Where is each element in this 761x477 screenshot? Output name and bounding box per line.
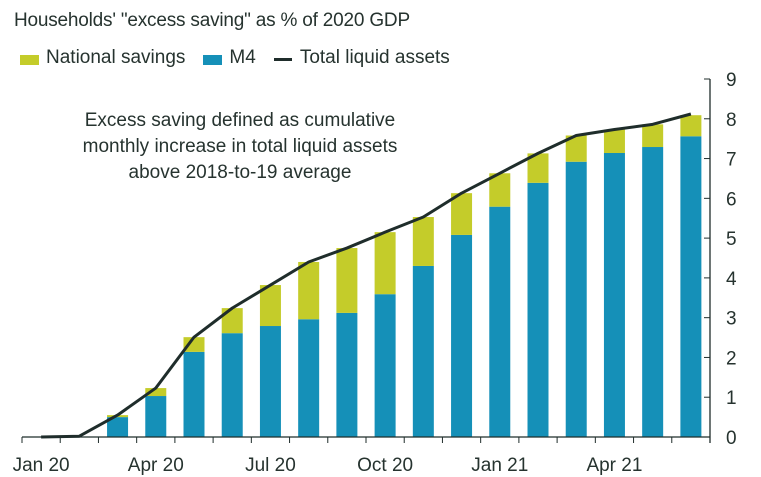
x-tick-label: Oct 20 [357, 455, 413, 476]
bar-m4 [565, 161, 587, 437]
bar-m4 [680, 136, 702, 437]
y-tick-label: 8 [726, 110, 737, 131]
x-tick-label: Apr 21 [586, 455, 642, 476]
bar-m4 [145, 396, 167, 437]
bar-m4 [412, 265, 434, 437]
bar-national-savings [374, 232, 396, 295]
bar-national-savings [451, 193, 473, 235]
y-tick-label: 6 [726, 189, 737, 210]
bar-m4 [642, 147, 664, 437]
y-tick-label: 0 [726, 428, 737, 449]
bar-m4 [336, 312, 358, 437]
bar-national-savings [183, 337, 205, 352]
legend-label: M4 [229, 47, 256, 68]
total-liquid-assets-line-swatch [273, 57, 292, 61]
legend-label: Total liquid assets [299, 47, 450, 68]
legend-label: National savings [46, 47, 186, 68]
x-tick-label: Jan 21 [471, 455, 528, 476]
x-tick-label: Apr 20 [128, 455, 184, 476]
bar-national-savings [145, 388, 167, 397]
x-tick-label: Jul 20 [245, 455, 296, 476]
chart-title: Households' "excess saving" as % of 2020… [14, 10, 410, 31]
bar-national-savings [565, 135, 587, 162]
bar-national-savings [412, 217, 434, 266]
legend-item-m4: M4 [203, 47, 256, 69]
legend-item-total-liquid-assets: Total liquid assets [273, 47, 450, 69]
annotation-line: above 2018-to-19 average [128, 162, 352, 183]
bar-m4 [451, 234, 473, 437]
line-total-liquid-assets [41, 112, 692, 439]
bar-national-savings [259, 285, 281, 327]
y-tick-label: 7 [726, 150, 737, 171]
m4-swatch [203, 55, 223, 65]
bar-national-savings [642, 124, 664, 148]
x-tick-label: Jan 20 [13, 455, 70, 476]
bar-national-savings [221, 308, 243, 334]
y-tick-label: 5 [726, 229, 737, 250]
bar-m4 [603, 152, 625, 437]
legend-item-national-savings: National savings [20, 47, 185, 69]
bar-national-savings [527, 153, 549, 183]
bar-m4 [183, 351, 205, 437]
bar-national-savings [603, 129, 625, 153]
bar-m4 [527, 182, 549, 437]
bar-national-savings [489, 173, 511, 207]
annotation-line: Excess saving defined as cumulative [84, 110, 396, 131]
y-tick-label: 2 [726, 348, 737, 369]
bar-national-savings [298, 261, 320, 320]
chart-annotation: Excess saving defined as cumulative mont… [42, 108, 438, 186]
bar-m4 [221, 333, 243, 437]
bar-m4 [107, 417, 129, 437]
bar-national-savings [336, 248, 358, 313]
bar-m4 [489, 206, 511, 437]
bar-m4 [259, 326, 281, 437]
y-tick-label: 9 [726, 70, 737, 91]
bar-national-savings [680, 115, 702, 137]
y-tick-label: 3 [726, 309, 737, 330]
annotation-line: monthly increase in total liquid assets [82, 136, 398, 157]
legend: National savings M4 Total liquid assets [20, 47, 468, 69]
y-tick-label: 4 [726, 269, 737, 290]
bar-m4 [298, 319, 320, 437]
y-tick-label: 1 [726, 388, 737, 409]
bar-m4 [374, 294, 396, 437]
national-savings-swatch [20, 55, 39, 65]
